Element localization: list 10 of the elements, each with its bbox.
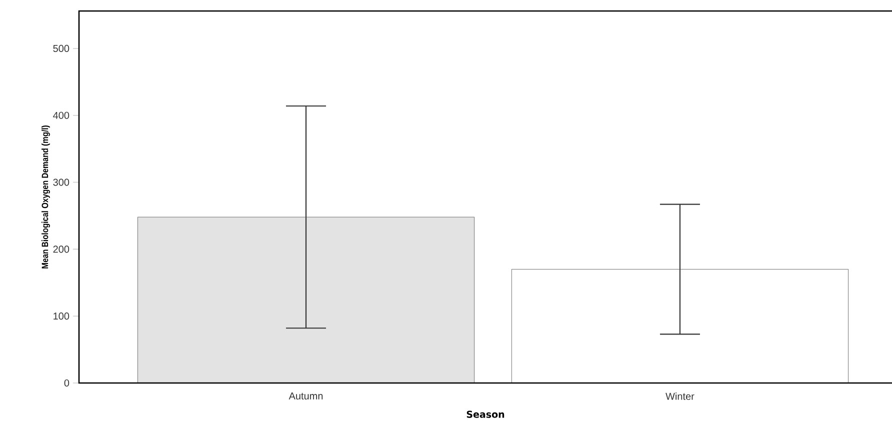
y-tick-label: 100 <box>54 312 70 320</box>
y-tick-label: 400 <box>53 112 70 119</box>
y-tick-label: 200 <box>53 246 70 253</box>
y-tick-label: 300 <box>53 178 70 186</box>
y-axis-title: Mean Biological Oxygen Demand (mg/l) <box>42 126 50 268</box>
x-axis-title: Season <box>466 410 504 418</box>
x-tick-label: Autumn <box>288 392 323 400</box>
y-tick-label: 500 <box>53 44 70 52</box>
y-tick-label: 0 <box>64 379 70 387</box>
x-tick-label: Winter <box>666 392 694 400</box>
